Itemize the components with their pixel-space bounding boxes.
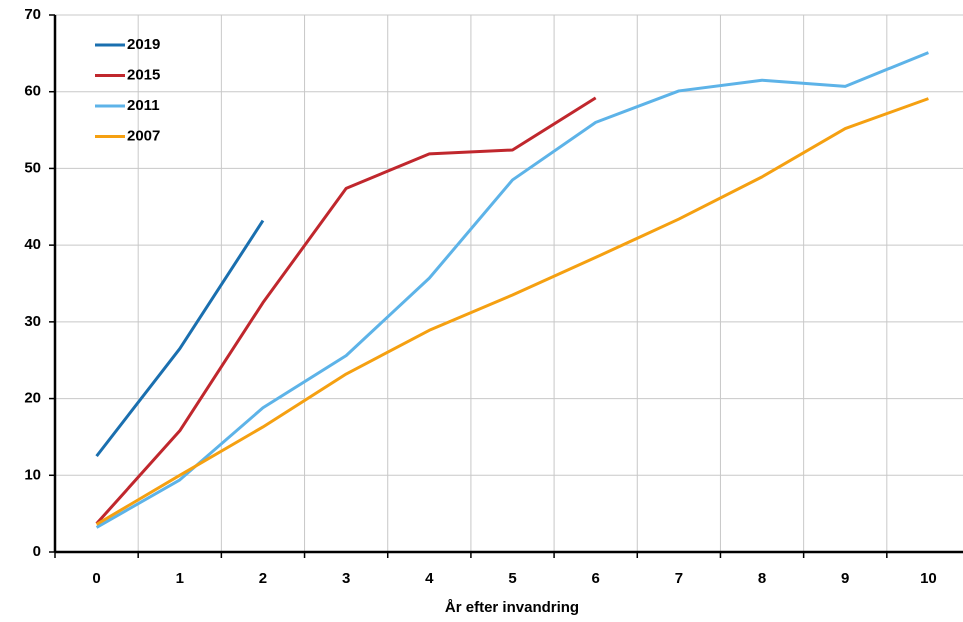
legend-label: 2019: [127, 36, 160, 53]
series-line: [95, 219, 265, 458]
legend-label: 2015: [127, 66, 160, 83]
legend-label: 2011: [127, 97, 160, 114]
legend-label: 2007: [127, 127, 160, 144]
x-tick-label: 6: [592, 570, 600, 587]
x-tick-label: 1: [176, 570, 184, 587]
y-tick-label: 40: [24, 236, 41, 253]
x-tick-label: 2: [259, 570, 267, 587]
y-tick-label: 10: [24, 466, 41, 483]
x-tick-label: 10: [920, 570, 937, 587]
x-tick-label: 3: [342, 570, 350, 587]
x-tick-label: 0: [92, 570, 100, 587]
y-tick-label: 50: [24, 159, 41, 176]
x-tick-label: 9: [841, 570, 849, 587]
x-tick-label: 4: [425, 570, 434, 587]
series-line: [95, 97, 929, 526]
x-tick-label: 5: [508, 570, 516, 587]
series-line: [95, 51, 929, 529]
x-tick-label: 8: [758, 570, 766, 587]
series-line: [95, 96, 597, 525]
y-tick-label: 60: [24, 83, 41, 100]
y-tick-label: 0: [33, 543, 41, 560]
x-tick-label: 7: [675, 570, 683, 587]
y-tick-label: 30: [24, 313, 41, 330]
x-axis-label: År efter invandring: [445, 599, 579, 616]
y-tick-label: 20: [24, 390, 41, 407]
y-tick-label: 70: [24, 6, 41, 23]
